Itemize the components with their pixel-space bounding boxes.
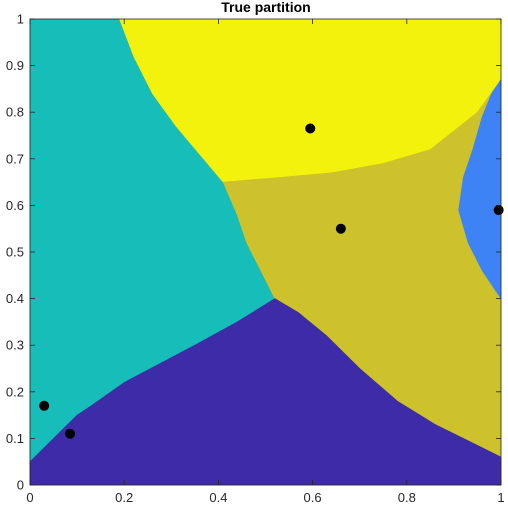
y-tick-label: 0.9 [6, 58, 24, 73]
y-tick-label: 0.1 [6, 431, 24, 446]
y-tick-label: 0.3 [6, 338, 24, 353]
y-tick-label: 0.2 [6, 384, 24, 399]
data-point-4 [335, 223, 346, 234]
data-point-1 [39, 400, 50, 411]
data-point-2 [65, 428, 76, 439]
regions-layer [29, 18, 502, 486]
data-point-5 [493, 205, 504, 216]
partition-region-4 [458, 78, 502, 300]
x-tick-label: 0.6 [304, 490, 322, 505]
data-point-3 [305, 123, 316, 134]
x-tick-label: 0.8 [398, 490, 416, 505]
chart-title: True partition [221, 0, 310, 15]
partition-region-5 [29, 298, 502, 486]
x-tick-label: 0 [26, 490, 33, 505]
x-tick-label: 0.2 [115, 490, 133, 505]
y-tick-label: 0.7 [6, 151, 24, 166]
y-tick-label: 0.5 [6, 245, 24, 260]
axes-layer: 0 0.2 0.4 0.6 0.8 1 0 0.1 0.2 0.3 0.4 0.5 0.6 0.7 0.8 0… [6, 12, 505, 506]
y-tick-label: 0 [17, 478, 24, 493]
y-tick-label: 0.6 [6, 198, 24, 213]
y-tick-label: 1 [17, 12, 24, 27]
y-tick-label: 0.4 [6, 291, 24, 306]
x-tick-label: 1 [497, 490, 504, 505]
x-tick-label: 0.4 [209, 490, 227, 505]
y-tick-label: 0.8 [6, 105, 24, 120]
points-layer [39, 123, 504, 439]
